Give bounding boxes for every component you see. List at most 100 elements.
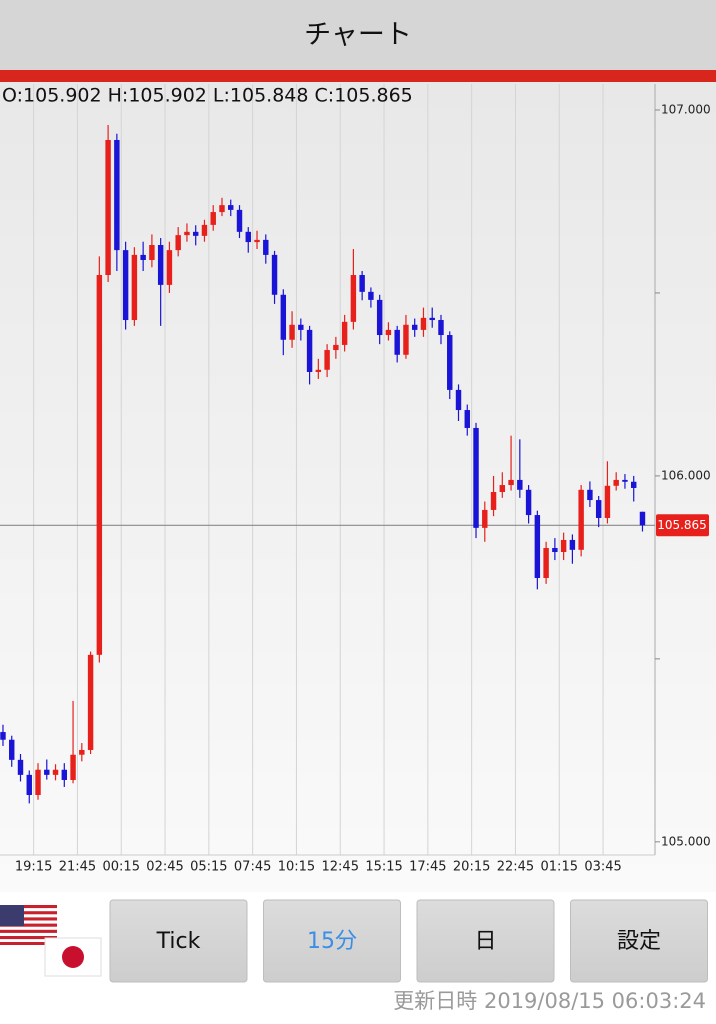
candle-body	[263, 239, 269, 255]
candle-body	[429, 317, 435, 321]
tab-button[interactable]: 15分	[263, 899, 401, 983]
tab-button[interactable]: 日	[416, 899, 555, 983]
candle-body	[157, 245, 164, 285]
candle-body	[613, 479, 619, 486]
x-tick-label: 05:15	[190, 860, 227, 875]
button-face[interactable]	[570, 899, 708, 983]
x-tick-label: 02:45	[146, 860, 183, 875]
last-price-label: 105.865	[657, 518, 707, 532]
candle-body	[420, 317, 427, 330]
candle-body	[44, 769, 50, 775]
jp-flag	[44, 937, 102, 977]
candle-body	[604, 485, 611, 518]
x-tick-label: 15:15	[365, 860, 402, 875]
candle-body	[455, 389, 462, 411]
x-tick-label: 01:15	[541, 860, 578, 875]
candle-body	[298, 324, 304, 330]
candle-body	[569, 539, 576, 550]
button-label[interactable]: 設定	[617, 929, 661, 954]
candle-body	[464, 410, 470, 428]
candle-body	[289, 324, 295, 340]
ohlc-label: O:105.902 H:105.902 L:105.848 C:105.865	[2, 85, 413, 107]
tab-button[interactable]: Tick	[109, 899, 248, 983]
candle-body	[622, 479, 628, 482]
button-face[interactable]	[416, 899, 555, 983]
button-label[interactable]: 15分	[307, 929, 357, 954]
button-face[interactable]	[109, 899, 248, 983]
x-tick-label: 21:45	[59, 860, 96, 875]
candle-body	[9, 739, 15, 760]
candle-body	[52, 769, 59, 775]
x-tick-label: 07:45	[234, 860, 271, 875]
candle-body	[149, 245, 155, 261]
header-title: チャート	[304, 20, 412, 51]
candle-body	[254, 239, 260, 243]
candle-body	[70, 754, 76, 780]
candle-body	[595, 500, 602, 518]
candle-body	[175, 235, 181, 251]
candle-body	[17, 759, 24, 775]
us-flag	[0, 905, 57, 945]
candle-body	[499, 485, 506, 493]
button-bar: Tick 15分 日 設定	[109, 899, 708, 983]
candle-body	[0, 732, 6, 740]
candle-body	[630, 481, 637, 488]
candle-body	[543, 547, 549, 578]
candle-body	[534, 515, 541, 578]
candle-body	[192, 231, 199, 236]
candle-body	[79, 749, 85, 755]
header-bar	[0, 0, 716, 70]
candle-body	[245, 231, 251, 243]
candle-body	[324, 350, 330, 370]
candle-body	[490, 492, 497, 510]
button-label[interactable]: 日	[474, 929, 496, 954]
candle-body	[236, 209, 243, 232]
candle-body	[411, 324, 418, 330]
candle-body	[368, 291, 374, 300]
x-tick-label: 03:45	[584, 860, 621, 875]
x-tick-label: 20:15	[453, 860, 490, 875]
candle-body	[219, 205, 225, 213]
button-face[interactable]	[263, 899, 401, 983]
candle-body	[105, 139, 111, 276]
tab-button[interactable]: 設定	[570, 899, 708, 983]
candle-body	[587, 489, 593, 501]
last-price-tag	[656, 514, 709, 537]
candle-body	[280, 294, 287, 340]
candle-body	[385, 329, 392, 336]
candle-body	[517, 479, 523, 490]
x-tick-label: 12:45	[322, 860, 359, 875]
candle-body	[359, 275, 365, 292]
candle-body	[306, 329, 313, 372]
button-label[interactable]: Tick	[156, 929, 201, 954]
candle-body	[473, 427, 479, 528]
candle-body	[403, 324, 409, 355]
candle-body	[508, 479, 514, 486]
candle-body	[87, 654, 94, 750]
candle-body	[114, 139, 120, 251]
candle-body	[35, 769, 41, 795]
candle-body	[271, 254, 278, 295]
plot: 19:15 21:45 00:15 02:45 05:15 07:45 10:15 12:45…	[0, 84, 711, 875]
candle-body	[341, 321, 348, 345]
candle-body	[525, 489, 532, 516]
candle-body	[376, 299, 383, 336]
candle-body	[26, 774, 32, 795]
candle-body	[560, 539, 567, 553]
candle-body	[140, 254, 146, 261]
x-tick-label: 19:15	[15, 860, 52, 875]
candle-body	[96, 275, 103, 655]
candle-body	[122, 250, 129, 321]
x-tick-label: 00:15	[103, 860, 140, 875]
candle-body	[350, 275, 357, 322]
candle-body	[447, 335, 453, 390]
candle-body	[184, 231, 190, 236]
x-tick-label: 17:45	[409, 860, 446, 875]
candle-body	[578, 489, 584, 550]
candle-body	[210, 212, 216, 225]
candle-body	[552, 547, 558, 553]
y-tick-label: 106.000	[661, 468, 711, 482]
updated-time: 更新日時 2019/08/15 06:03:24	[393, 989, 706, 1013]
